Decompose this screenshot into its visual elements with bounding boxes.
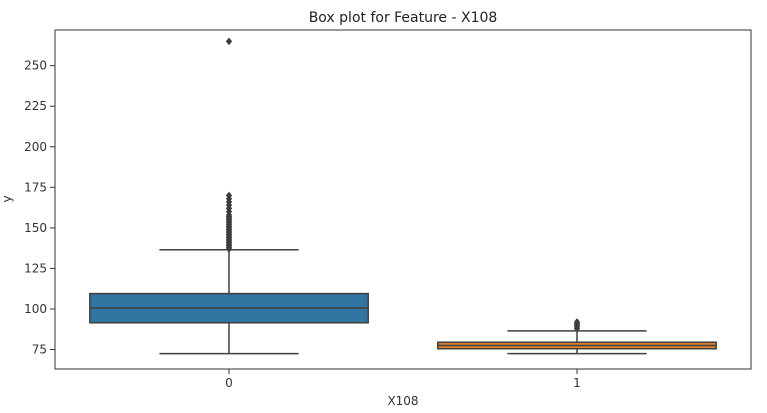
outlier-point [225, 37, 233, 46]
y-tick-label: 175 [24, 180, 47, 194]
outlier-point [573, 318, 581, 326]
box-group-1 [437, 318, 717, 355]
y-tick-label: 225 [24, 99, 47, 113]
y-tick-label: 150 [24, 221, 47, 235]
plot-area [54, 29, 752, 370]
y-tick-label: 125 [24, 261, 47, 275]
y-tick-label: 75 [32, 343, 47, 357]
chart-title: Box plot for Feature - X108 [309, 10, 498, 26]
boxes-layer [89, 37, 717, 355]
x-tick-label: 0 [225, 376, 233, 390]
y-tick-label: 250 [24, 59, 47, 73]
x-axis-label: X108 [387, 394, 418, 408]
y-axis-label: y [0, 195, 14, 202]
y-tick-label: 200 [24, 140, 47, 154]
box-group-0 [89, 37, 369, 355]
y-axis: 75 100 125 150 175 200 225 250 [24, 59, 55, 357]
y-tick-label: 100 [24, 302, 47, 316]
x-tick-label: 1 [573, 376, 581, 390]
outlier-point [225, 191, 233, 200]
